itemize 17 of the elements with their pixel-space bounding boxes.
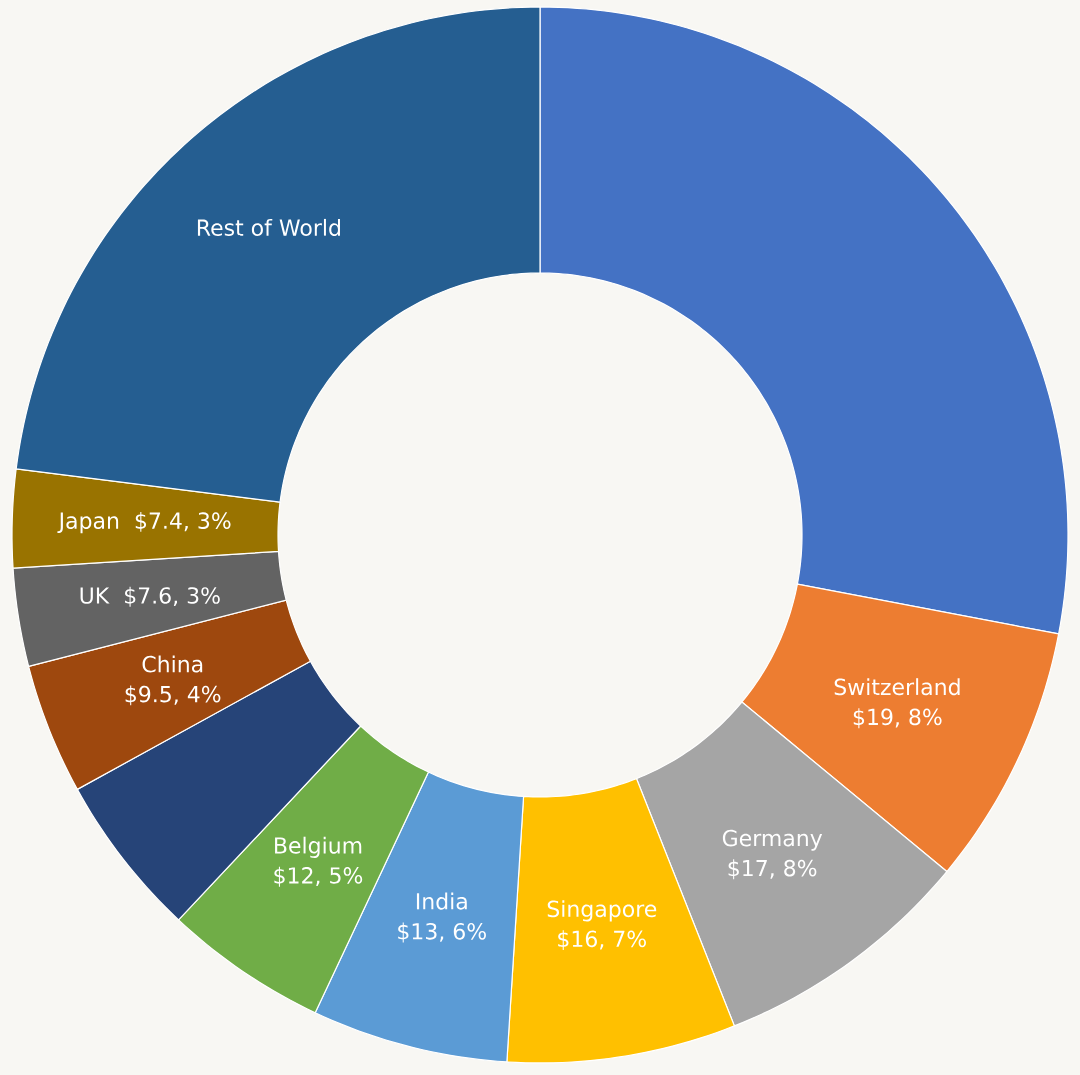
slice-label: India [416,892,467,910]
slice-label: Switzerland [834,678,960,696]
slice-label: UK [80,587,110,604]
data-label: $7.4, 3% [135,511,231,532]
data-label: $17, 8% [728,859,817,880]
slice-label: China [142,655,203,673]
data-label: $7.6, 3% [125,586,220,607]
slice-label: Singapore [547,900,657,922]
data-label: $12, 5% [274,866,363,887]
slice-label: Germany [722,829,823,851]
data-label: $19, 8% [853,708,942,729]
data-label: $13, 6% [398,922,486,943]
slice-label: Belgium [275,836,362,858]
slice-label: Japan [57,512,119,534]
data-label: $16, 7% [558,930,646,951]
data-label: $9.5, 4% [125,685,221,706]
slice-label: Rest of World [197,218,340,236]
